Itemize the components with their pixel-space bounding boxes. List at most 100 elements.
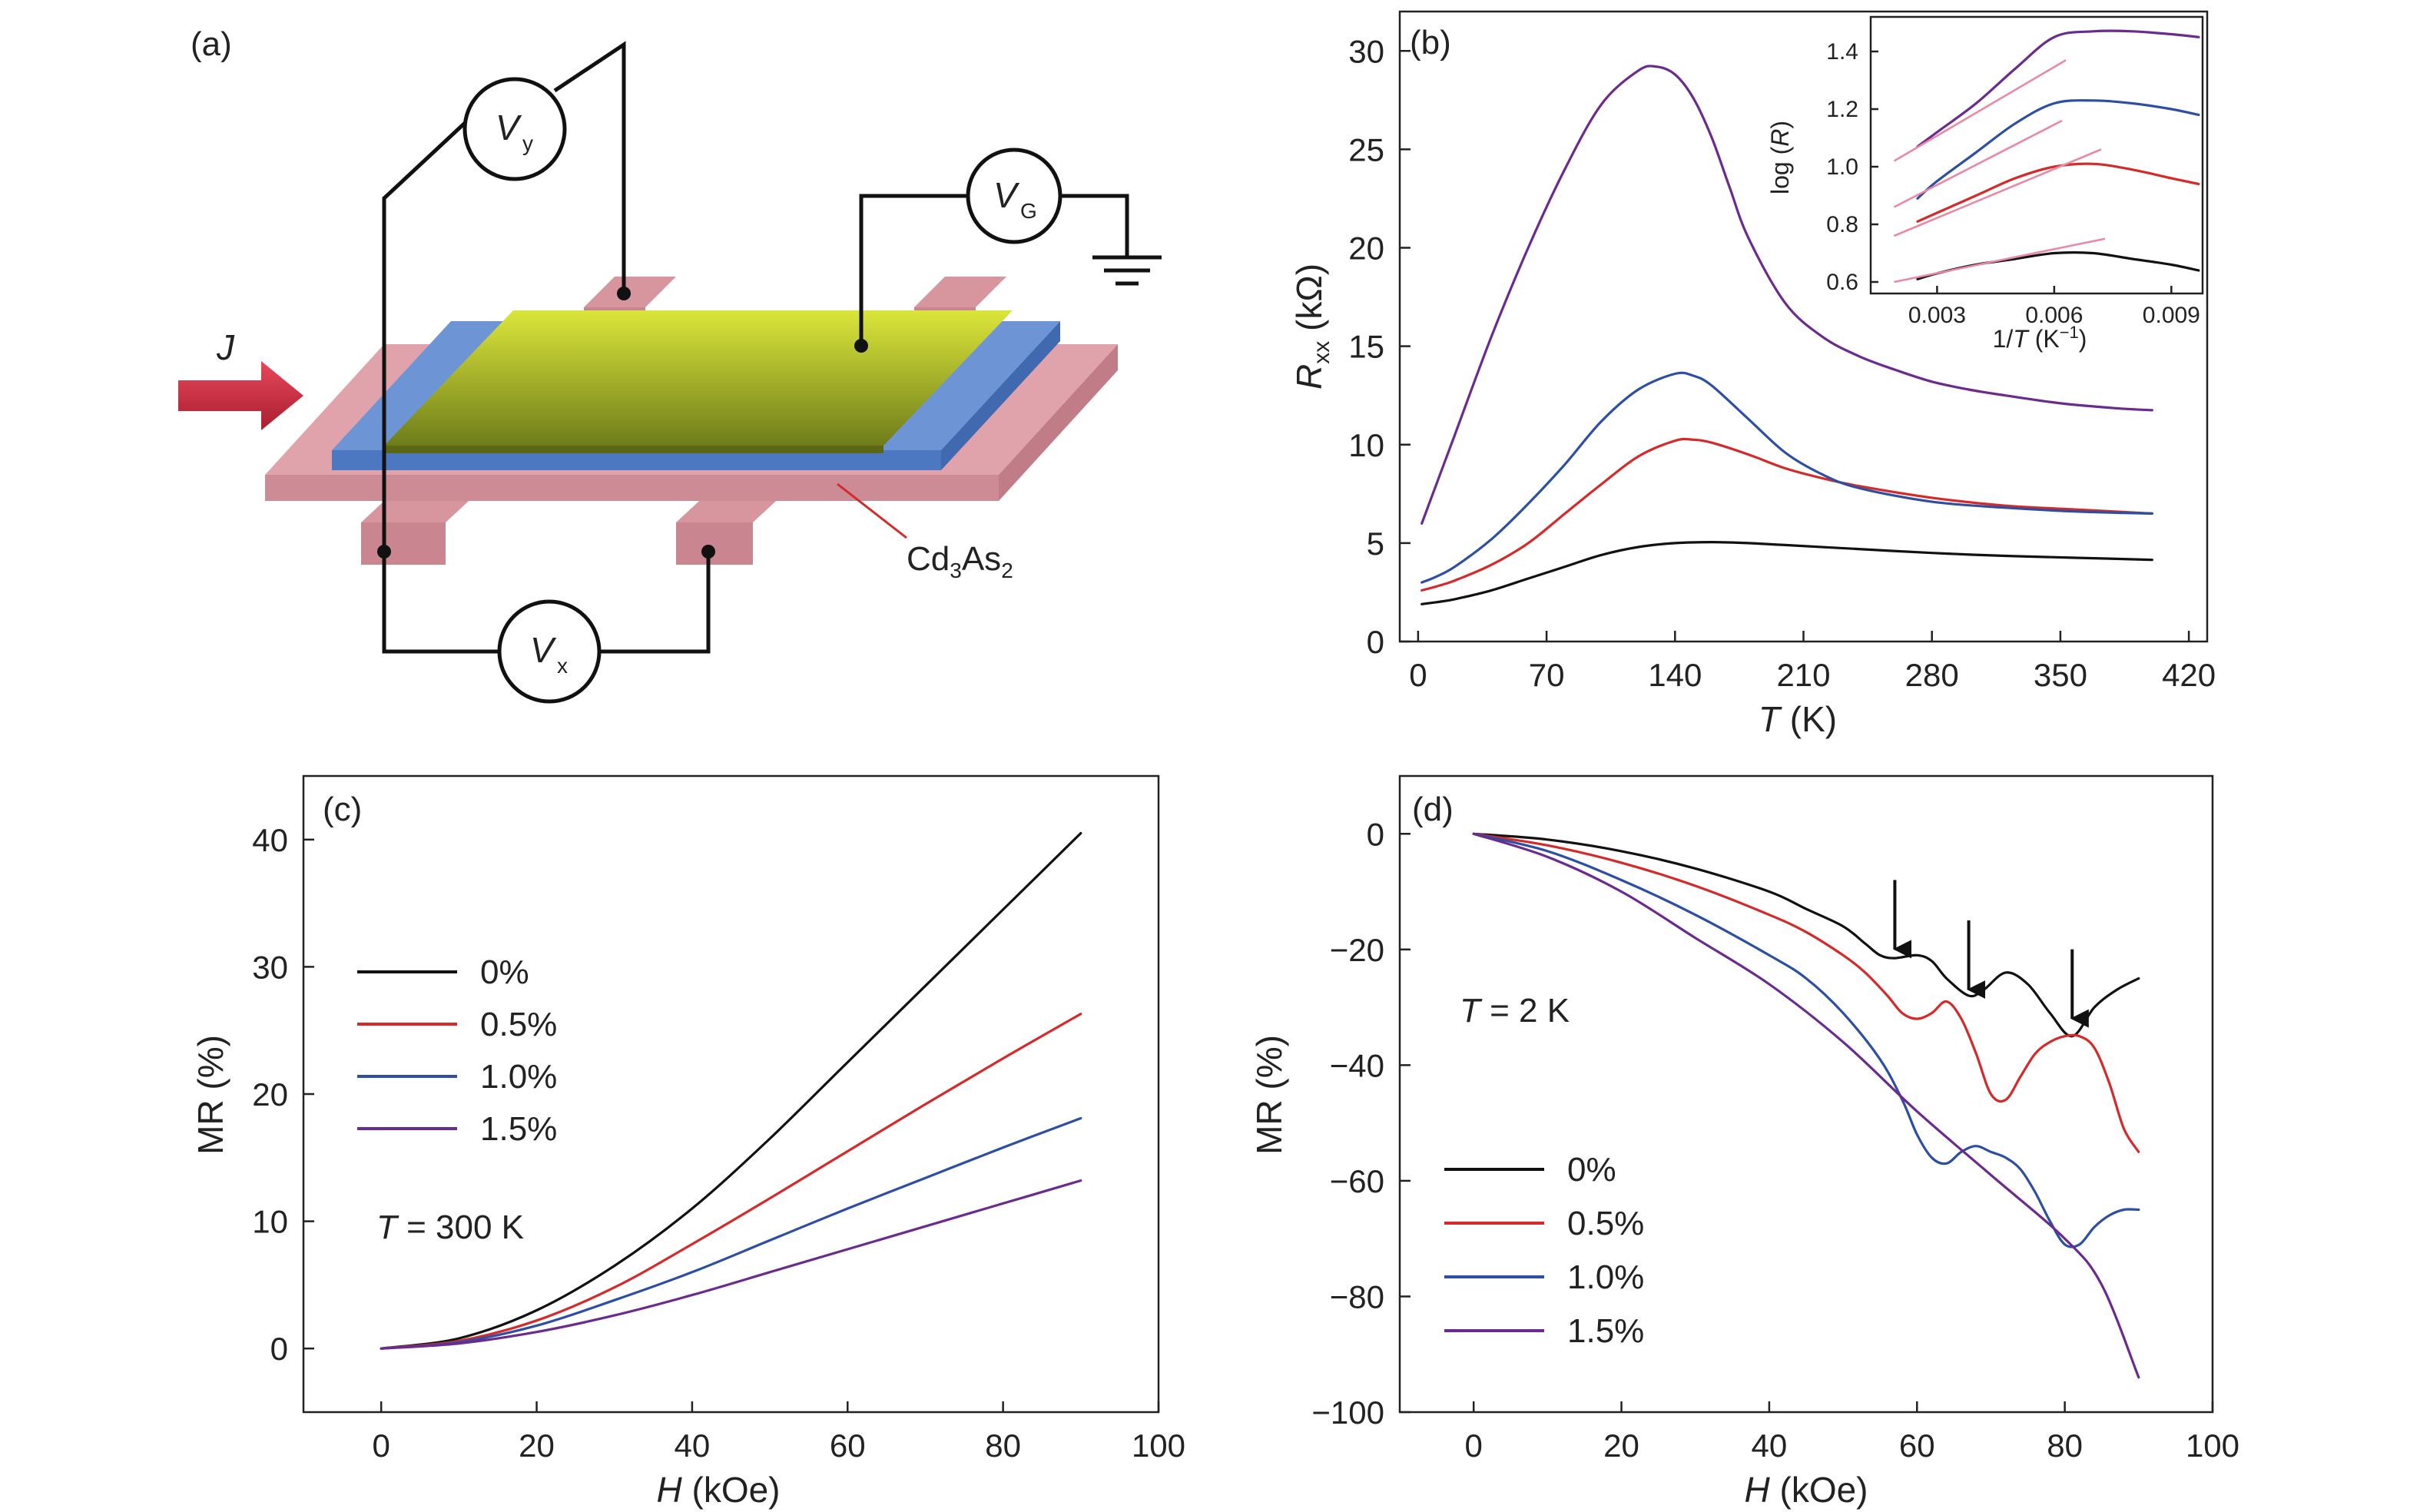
inset-frame [1869, 15, 2204, 295]
arrow-group [1893, 880, 2089, 1028]
y-tick-label: 10 [252, 1204, 288, 1240]
inset-chart: 0.003 0.006 0.009 0.6 0.8 1.0 1.2 1.4 1/T (K−1)… [1766, 15, 2204, 353]
y-tick-label: 25 [1348, 131, 1384, 167]
series-line-s15 [380, 1179, 1082, 1350]
y-tick-label: 0 [270, 1331, 288, 1367]
y-axis-label: Rxx (kΩ) [1289, 264, 1334, 390]
legend-label: 1.5% [480, 1110, 557, 1148]
x-tick-label: 20 [1603, 1427, 1639, 1464]
tick-group: 0 70 140 210 280 350 420 0 5 10 15 20 25 30 [1348, 33, 2216, 693]
inset-series-line-s15 [1916, 29, 2200, 148]
x-tick-label: 0 [1409, 657, 1427, 693]
series-group [1421, 65, 2153, 605]
x-tick-label: 80 [985, 1427, 1021, 1464]
material-pointer [837, 482, 907, 539]
y-tick-label: 1.0 [1826, 154, 1858, 180]
pad-bottom-left-side [361, 522, 446, 565]
x-tick-label: 0.003 [1908, 303, 1966, 328]
series-group [1472, 832, 2140, 1379]
series-line-s15 [1472, 832, 2140, 1379]
legend-label: 0% [480, 953, 529, 991]
series-line-s10 [1421, 371, 2153, 584]
y-tick-label: 30 [252, 949, 288, 985]
x-tick-label: 40 [1752, 1427, 1788, 1464]
x-tick-label: 60 [1899, 1427, 1935, 1464]
y-tick-label: 20 [252, 1076, 288, 1112]
series-line-s0 [1472, 832, 2140, 1038]
x-tick-label: 100 [1132, 1427, 1185, 1464]
inset-y-axis-label: log (R) [1766, 121, 1794, 194]
series-line-s0 [380, 831, 1082, 1350]
pad-bottom-right-side [676, 522, 753, 565]
panel-label-b: (b) [1410, 24, 1451, 61]
contact-dot [617, 287, 631, 300]
x-tick-label: 40 [675, 1427, 711, 1464]
y-tick-label: 0 [1367, 624, 1384, 660]
x-tick-label: 60 [830, 1427, 866, 1464]
current-label: J [216, 327, 235, 367]
chart-b: 0 70 140 210 280 350 420 0 5 10 15 20 25 30 (b) T (K)… [1289, 10, 2216, 739]
y-tick-label: −100 [1311, 1394, 1384, 1431]
wire-vx-left [382, 552, 499, 654]
voltmeter-vy: V y [462, 77, 567, 181]
plot-frame-c [302, 774, 1160, 1414]
svg-text:y: y [522, 131, 533, 155]
series-line-s10 [380, 1116, 1082, 1350]
x-tick-label: 350 [2034, 657, 2087, 693]
y-axis-label: MR (%) [1249, 1035, 1289, 1155]
y-tick-label: 5 [1367, 526, 1384, 562]
series-line-s05 [1472, 832, 2140, 1153]
y-tick-label: 0.6 [1826, 270, 1858, 295]
svg-text:V: V [496, 108, 522, 148]
svg-text:V: V [530, 630, 557, 670]
inset-series-line-s10 [1916, 99, 2200, 200]
legend-label: 1.0% [1567, 1258, 1644, 1296]
plot-frame-d [1398, 774, 2214, 1414]
y-tick-label: −20 [1330, 932, 1384, 968]
y-tick-label: 20 [1348, 230, 1384, 267]
y-tick-label: −80 [1330, 1278, 1384, 1315]
temperature-annotation: T = 300 K [376, 1209, 524, 1246]
svg-text:G: G [1020, 199, 1037, 223]
inset-series-line-s05 [1916, 162, 2200, 223]
x-tick-label: 80 [2047, 1427, 2083, 1464]
x-axis-label: T (K) [1759, 699, 1837, 739]
ground-icon [1092, 255, 1162, 286]
chart-d: 0 20 40 60 80 100 0 −20 −40 −60 −80 −100 0% 0.5% 1.0%… [1249, 774, 2239, 1510]
temperature-annotation: T = 2 K [1460, 992, 1570, 1030]
x-tick-label: 100 [2186, 1427, 2239, 1464]
inset-x-axis-label: 1/T (K−1) [1993, 323, 2087, 353]
y-tick-label: −60 [1330, 1163, 1384, 1199]
current-arrow: J [178, 327, 303, 430]
svg-text:V: V [993, 175, 1020, 215]
legend: 0% 0.5% 1.0% 1.5% [357, 953, 557, 1148]
x-tick-label: 0 [1465, 1427, 1483, 1464]
voltmeter-vx: V x [497, 599, 602, 704]
chart-c: 0 20 40 60 80 100 0 10 20 30 40 0% 0.5% 1.0% 1.5% (c)… [191, 774, 1185, 1510]
legend-label: 1.0% [480, 1058, 557, 1096]
series-group [380, 831, 1082, 1350]
legend-label: 0.5% [480, 1006, 557, 1043]
wire-vg-left [859, 194, 970, 346]
wire-vg-right [1060, 194, 1129, 257]
contact-dot [377, 545, 391, 559]
y-tick-label: 10 [1348, 427, 1384, 463]
x-axis-label: H (kOe) [656, 1470, 780, 1510]
schematic: (a) [178, 25, 1162, 704]
x-tick-label: 0 [373, 1427, 390, 1464]
legend: 0% 0.5% 1.0% 1.5% [1444, 1151, 1644, 1350]
x-tick-label: 0.009 [2143, 303, 2200, 328]
x-tick-label: 420 [2162, 657, 2216, 693]
x-tick-label: 20 [519, 1427, 555, 1464]
panel-label-a: (a) [191, 25, 232, 63]
series-line-s0 [1421, 541, 2153, 605]
tick-group: 0 20 40 60 80 100 0 −20 −40 −60 −80 −100 [1311, 816, 2239, 1464]
y-tick-label: 1.2 [1826, 97, 1858, 122]
y-tick-label: −40 [1330, 1047, 1384, 1083]
series-line-s10 [1472, 832, 2140, 1248]
wiring [377, 41, 1162, 654]
y-tick-label: 15 [1348, 329, 1384, 365]
inset-series-group [1893, 29, 2200, 284]
inset-tick-group: 0.003 0.006 0.009 0.6 0.8 1.0 1.2 1.4 [1826, 39, 2200, 328]
